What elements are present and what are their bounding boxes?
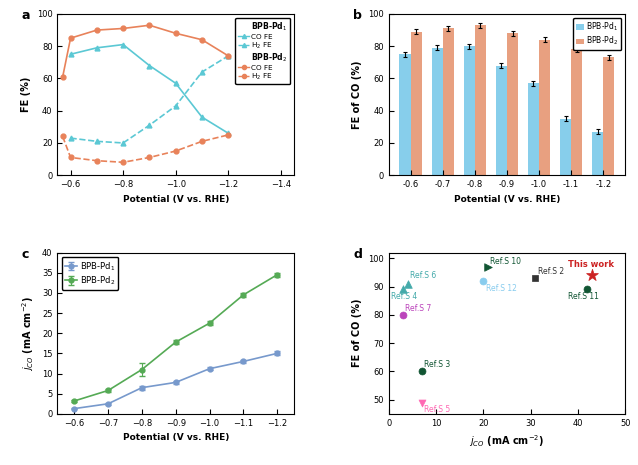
Text: b: b <box>353 9 362 22</box>
Point <box>478 277 489 285</box>
Text: Ref.S 12: Ref.S 12 <box>486 284 517 293</box>
Text: a: a <box>22 9 31 22</box>
Bar <box>560 119 571 175</box>
Point <box>587 272 597 279</box>
X-axis label: Potential (V vs. RHE): Potential (V vs. RHE) <box>454 195 560 204</box>
Y-axis label: FE of CO (%): FE of CO (%) <box>352 60 362 129</box>
X-axis label: $j_{CO}$ (mA cm$^{-2}$): $j_{CO}$ (mA cm$^{-2}$) <box>470 433 545 449</box>
Bar <box>604 58 614 175</box>
Bar <box>507 33 518 175</box>
Text: Ref.S 7: Ref.S 7 <box>405 304 431 312</box>
Text: Ref.S 6: Ref.S 6 <box>410 271 436 280</box>
Text: Ref.S 5: Ref.S 5 <box>424 405 450 414</box>
Text: d: d <box>353 248 362 261</box>
Bar <box>431 48 443 175</box>
Text: Ref.S 2: Ref.S 2 <box>538 267 564 276</box>
Bar <box>399 54 411 175</box>
Bar <box>539 40 551 175</box>
Legend: BPB-Pd$_1$, CO FE, H$_2$ FE, BPB-Pd$_2$, CO FE, H$_2$ FE: BPB-Pd$_1$, CO FE, H$_2$ FE, BPB-Pd$_2$,… <box>235 18 290 85</box>
Point <box>397 286 408 293</box>
Bar <box>592 132 604 175</box>
Bar <box>528 83 539 175</box>
Bar <box>411 32 422 175</box>
Bar <box>443 28 454 175</box>
Point <box>417 399 427 406</box>
Legend: BPB-Pd$_1$, BPB-Pd$_2$: BPB-Pd$_1$, BPB-Pd$_2$ <box>573 18 621 50</box>
Text: c: c <box>22 248 29 261</box>
Bar <box>571 49 582 175</box>
Point <box>403 280 413 287</box>
Text: Ref.S 11: Ref.S 11 <box>568 292 599 301</box>
Text: Ref.S 4: Ref.S 4 <box>391 292 417 301</box>
Point <box>417 368 427 375</box>
Y-axis label: $j_{CO}$ (mA cm$^{-2}$): $j_{CO}$ (mA cm$^{-2}$) <box>20 296 36 371</box>
Point <box>582 286 593 293</box>
Y-axis label: FE of CO (%): FE of CO (%) <box>352 299 362 367</box>
Bar <box>464 46 475 175</box>
X-axis label: Potential (V vs. RHE): Potential (V vs. RHE) <box>122 195 229 204</box>
Point <box>530 274 540 282</box>
Text: Ref.S 10: Ref.S 10 <box>491 257 521 266</box>
Text: This work: This work <box>568 260 614 269</box>
Point <box>483 263 493 271</box>
Text: Ref.S 3: Ref.S 3 <box>424 360 450 369</box>
Bar <box>475 25 486 175</box>
Legend: BPB-Pd$_1$, BPB-Pd$_2$: BPB-Pd$_1$, BPB-Pd$_2$ <box>62 257 119 290</box>
Point <box>397 311 408 319</box>
Bar <box>496 66 507 175</box>
Y-axis label: FE (%): FE (%) <box>21 77 31 112</box>
X-axis label: Potential (V vs. RHE): Potential (V vs. RHE) <box>122 433 229 442</box>
